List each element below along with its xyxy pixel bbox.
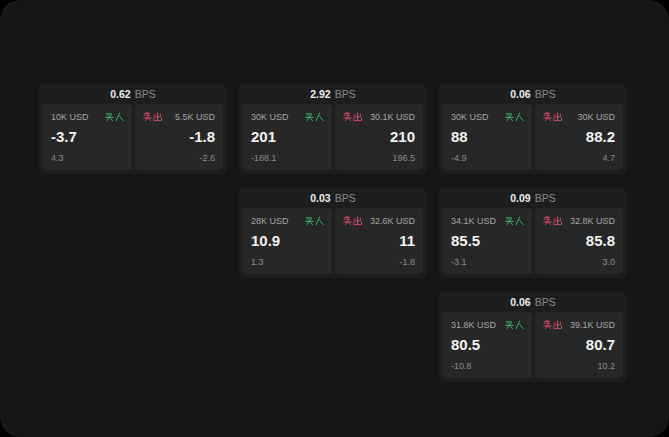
sell-quote-panel[interactable]: 30.1K USD 210 196.5 (335, 104, 424, 170)
sell-sub-value: 10.2 (543, 361, 616, 371)
quotes-window: 0.62 BPS 10K USD -3.7 (0, 0, 669, 437)
bps-value: 0.06 (510, 296, 530, 308)
sell-amount: 30.1K USD (370, 112, 415, 122)
sell-sub-value: 4.7 (543, 153, 616, 163)
bps-unit-label: BPS (335, 192, 356, 204)
quote-card: 2.92 BPS 30K USD 201 (239, 84, 427, 174)
card-body: 10K USD -3.7 4.3 (39, 104, 227, 170)
buy-amount: 31.8K USD (451, 320, 496, 330)
buy-sub-value: 4.3 (51, 153, 124, 163)
quote-card: 0.09 BPS 34.1K USD 85.5 (439, 188, 627, 278)
buy-price: -3.7 (51, 129, 124, 146)
buy-amount: 28K USD (251, 216, 289, 226)
bps-unit-label: BPS (535, 88, 556, 100)
sell-quote-panel[interactable]: 39.1K USD 80.7 10.2 (535, 312, 624, 378)
buy-sub-value: -3.1 (451, 257, 524, 267)
sell-quote-panel[interactable]: 32.6K USD 11 -1.8 (335, 208, 424, 274)
buy-amount: 30K USD (251, 112, 289, 122)
buy-label-icon (305, 216, 324, 226)
bps-value: 0.09 (510, 192, 530, 204)
buy-amount: 30K USD (451, 112, 489, 122)
bps-value: 0.62 (110, 88, 130, 100)
buy-quote-panel[interactable]: 34.1K USD 85.5 -3.1 (443, 208, 532, 274)
sell-label-icon (543, 320, 562, 330)
card-body: 28K USD 10.9 1.3 (239, 208, 427, 274)
sell-label-icon (343, 112, 362, 122)
sell-quote-panel[interactable]: 30K USD 88.2 4.7 (535, 104, 624, 170)
card-header: 0.06 BPS (439, 292, 627, 312)
buy-quote-panel[interactable]: 30K USD 88 -4.9 (443, 104, 532, 170)
buy-sub-value: -4.9 (451, 153, 524, 163)
bps-unit-label: BPS (335, 88, 356, 100)
quote-card: 0.06 BPS 30K USD 88 (439, 84, 627, 174)
bps-unit-label: BPS (535, 192, 556, 204)
quote-card: 0.06 BPS 31.8K USD 80.5 (439, 292, 627, 382)
sell-label-icon (143, 112, 162, 122)
buy-quote-panel[interactable]: 10K USD -3.7 4.3 (43, 104, 132, 170)
sell-price: 85.8 (543, 233, 616, 250)
buy-price: 85.5 (451, 233, 524, 250)
sell-amount: 32.8K USD (570, 216, 615, 226)
quote-card: 0.62 BPS 10K USD -3.7 (39, 84, 227, 174)
buy-label-icon (105, 112, 124, 122)
sell-sub-value: -1.8 (343, 257, 416, 267)
buy-sub-value: 1.3 (251, 257, 324, 267)
sell-sub-value: -2.6 (143, 153, 216, 163)
buy-label-icon (505, 216, 524, 226)
bps-unit-label: BPS (135, 88, 156, 100)
card-header: 0.03 BPS (239, 188, 427, 208)
sell-label-icon (543, 216, 562, 226)
card-body: 30K USD 201 -188.1 (239, 104, 427, 170)
sell-sub-value: 3.0 (543, 257, 616, 267)
card-body: 34.1K USD 85.5 -3.1 (439, 208, 627, 274)
buy-quote-panel[interactable]: 30K USD 201 -188.1 (243, 104, 332, 170)
card-header: 0.09 BPS (439, 188, 627, 208)
buy-price: 80.5 (451, 337, 524, 354)
sell-sub-value: 196.5 (343, 153, 416, 163)
buy-price: 10.9 (251, 233, 324, 250)
sell-quote-panel[interactable]: 32.8K USD 85.8 3.0 (535, 208, 624, 274)
buy-label-icon (505, 320, 524, 330)
bps-value: 0.06 (510, 88, 530, 100)
buy-sub-value: -188.1 (251, 153, 324, 163)
sell-label-icon (543, 112, 562, 122)
buy-label-icon (305, 112, 324, 122)
sell-label-icon (343, 216, 362, 226)
bps-value: 0.03 (310, 192, 330, 204)
sell-price: 80.7 (543, 337, 616, 354)
sell-amount: 5.5K USD (175, 112, 215, 122)
sell-amount: 39.1K USD (570, 320, 615, 330)
sell-amount: 30K USD (577, 112, 615, 122)
card-header: 0.06 BPS (439, 84, 627, 104)
card-body: 30K USD 88 -4.9 (439, 104, 627, 170)
sell-quote-panel[interactable]: 5.5K USD -1.8 -2.6 (135, 104, 224, 170)
sell-price: 11 (343, 233, 416, 250)
buy-price: 201 (251, 129, 324, 146)
bps-value: 2.92 (310, 88, 330, 100)
buy-label-icon (505, 112, 524, 122)
quote-card: 0.03 BPS 28K USD 10.9 (239, 188, 427, 278)
sell-price: 88.2 (543, 129, 616, 146)
sell-price: -1.8 (143, 129, 216, 146)
card-header: 2.92 BPS (239, 84, 427, 104)
buy-amount: 34.1K USD (451, 216, 496, 226)
buy-price: 88 (451, 129, 524, 146)
buy-quote-panel[interactable]: 31.8K USD 80.5 -10.8 (443, 312, 532, 378)
buy-amount: 10K USD (51, 112, 89, 122)
card-body: 31.8K USD 80.5 -10.8 (439, 312, 627, 378)
sell-amount: 32.6K USD (370, 216, 415, 226)
sell-price: 210 (343, 129, 416, 146)
card-header: 0.62 BPS (39, 84, 227, 104)
buy-sub-value: -10.8 (451, 361, 524, 371)
buy-quote-panel[interactable]: 28K USD 10.9 1.3 (243, 208, 332, 274)
bps-unit-label: BPS (535, 296, 556, 308)
